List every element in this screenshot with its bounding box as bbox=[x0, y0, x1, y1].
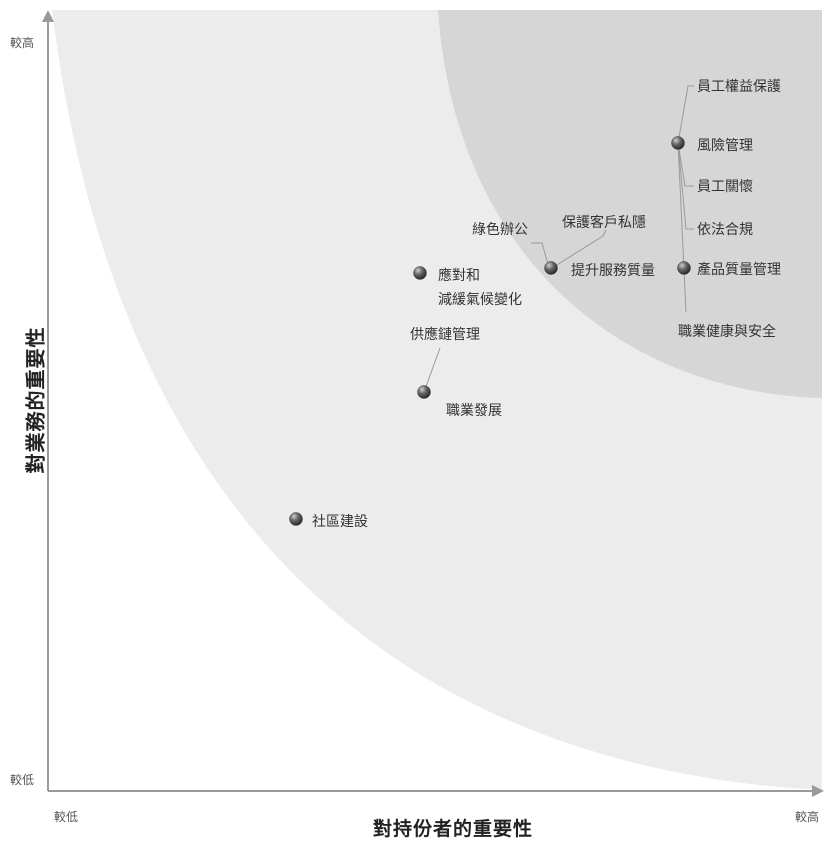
label-compliance: 依法合規 bbox=[697, 222, 753, 238]
data-points bbox=[289, 136, 691, 526]
label-employee-rights: 員工權益保護 bbox=[697, 79, 781, 95]
label-climate-line1: 應對和 bbox=[438, 267, 480, 284]
leader-line-compliance bbox=[677, 142, 694, 230]
point-career-development bbox=[417, 385, 431, 399]
y-tick-low: 較低 bbox=[10, 773, 35, 787]
x-tick-low: 較低 bbox=[54, 810, 79, 824]
leader-line-employee-care bbox=[677, 142, 694, 187]
label-customer-privacy: 保護客戶私隱 bbox=[562, 214, 646, 231]
leader-line-ohs bbox=[677, 142, 687, 313]
x-tick-high: 較高 bbox=[795, 810, 820, 824]
point-risk-management bbox=[671, 136, 685, 150]
leader-line-supply-chain bbox=[423, 347, 441, 393]
leader-lines bbox=[423, 85, 694, 393]
label-product-quality: 產品質量管理 bbox=[697, 261, 781, 278]
point-service-quality bbox=[544, 261, 558, 275]
label-community-building: 社區建設 bbox=[312, 514, 368, 530]
point-product-quality bbox=[677, 261, 691, 275]
point-community-building bbox=[289, 512, 303, 526]
inner-priority-region bbox=[438, 10, 822, 398]
leader-line-employee-rights bbox=[677, 85, 694, 144]
label-green-office: 綠色辦公 bbox=[472, 221, 528, 238]
point-climate-change bbox=[413, 266, 427, 280]
x-axis-title: 對持份者的重要性 bbox=[372, 818, 534, 840]
label-ohs: 職業健康與安全 bbox=[678, 323, 776, 340]
y-axis-title: 對業務的重要性 bbox=[23, 326, 48, 474]
leader-line-privacy bbox=[551, 229, 607, 269]
label-career-development: 職業發展 bbox=[446, 403, 502, 419]
label-service-quality: 提升服務質量 bbox=[571, 263, 655, 279]
y-tick-high: 較高 bbox=[10, 36, 35, 50]
point-labels: 員工權益保護 風險管理 員工關懷 依法合規 產品質量管理 職業健康與安全 保護客… bbox=[312, 79, 781, 530]
label-supply-chain: 供應鏈管理 bbox=[410, 326, 480, 343]
label-employee-care: 員工關懷 bbox=[697, 179, 753, 195]
label-risk-management: 風險管理 bbox=[697, 138, 753, 154]
leader-line-green-office bbox=[531, 242, 550, 269]
label-climate-line2: 減緩氣候變化 bbox=[438, 291, 522, 308]
